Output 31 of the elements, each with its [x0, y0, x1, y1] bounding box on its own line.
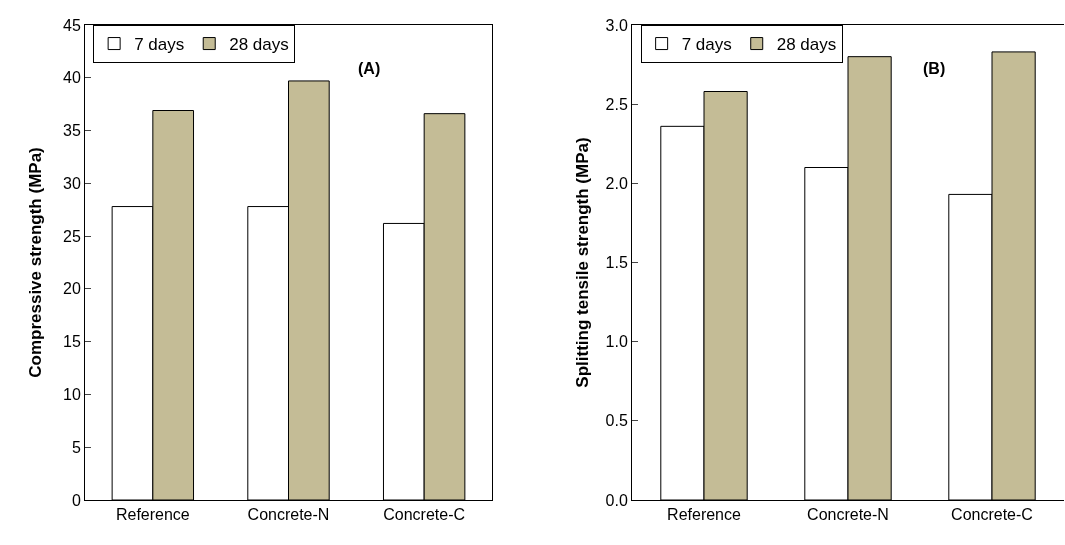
x-tick-label: Reference — [667, 506, 742, 524]
annotation: (A) — [358, 60, 381, 77]
legend-label: 7 days — [681, 35, 732, 55]
legend-label: 28 days — [229, 35, 289, 55]
x-tick-label: Concrete-C — [383, 506, 466, 524]
y-tick-label: 30 — [63, 174, 81, 192]
x-tick-label: Concrete-N — [807, 506, 889, 524]
y-tick-label: 2.0 — [605, 174, 628, 192]
y-axis-title: Compressive strength (MPa) — [26, 147, 45, 378]
legend-label: 7 days — [134, 35, 185, 55]
y-tick-label: 5 — [71, 438, 81, 456]
y-tick-label: 1.5 — [605, 254, 628, 272]
y-tick-label: 45 — [63, 16, 81, 34]
y-tick-label: 25 — [63, 227, 81, 245]
y-tick-label: 2.5 — [605, 95, 628, 113]
y-tick-label: 1.0 — [605, 333, 628, 351]
y-tick-label: 0 — [71, 491, 81, 509]
y-axis-title: Splitting tensile strength (MPa) — [573, 137, 592, 388]
y-tick-label: 3.0 — [605, 16, 628, 34]
x-tick-label: Concrete-N — [247, 506, 330, 524]
y-tick-label: 35 — [63, 122, 81, 140]
y-tick-label: 0.0 — [605, 491, 628, 509]
legend-label: 28 days — [776, 35, 837, 55]
y-tick-label: 0.5 — [605, 412, 628, 430]
y-tick-label: 10 — [63, 386, 81, 404]
y-tick-label: 15 — [63, 333, 81, 351]
x-tick-label: Concrete-C — [951, 506, 1033, 524]
x-tick-label: Reference — [115, 506, 190, 524]
y-tick-label: 20 — [63, 280, 81, 298]
annotation: (B) — [923, 60, 946, 77]
y-tick-label: 40 — [63, 69, 81, 87]
